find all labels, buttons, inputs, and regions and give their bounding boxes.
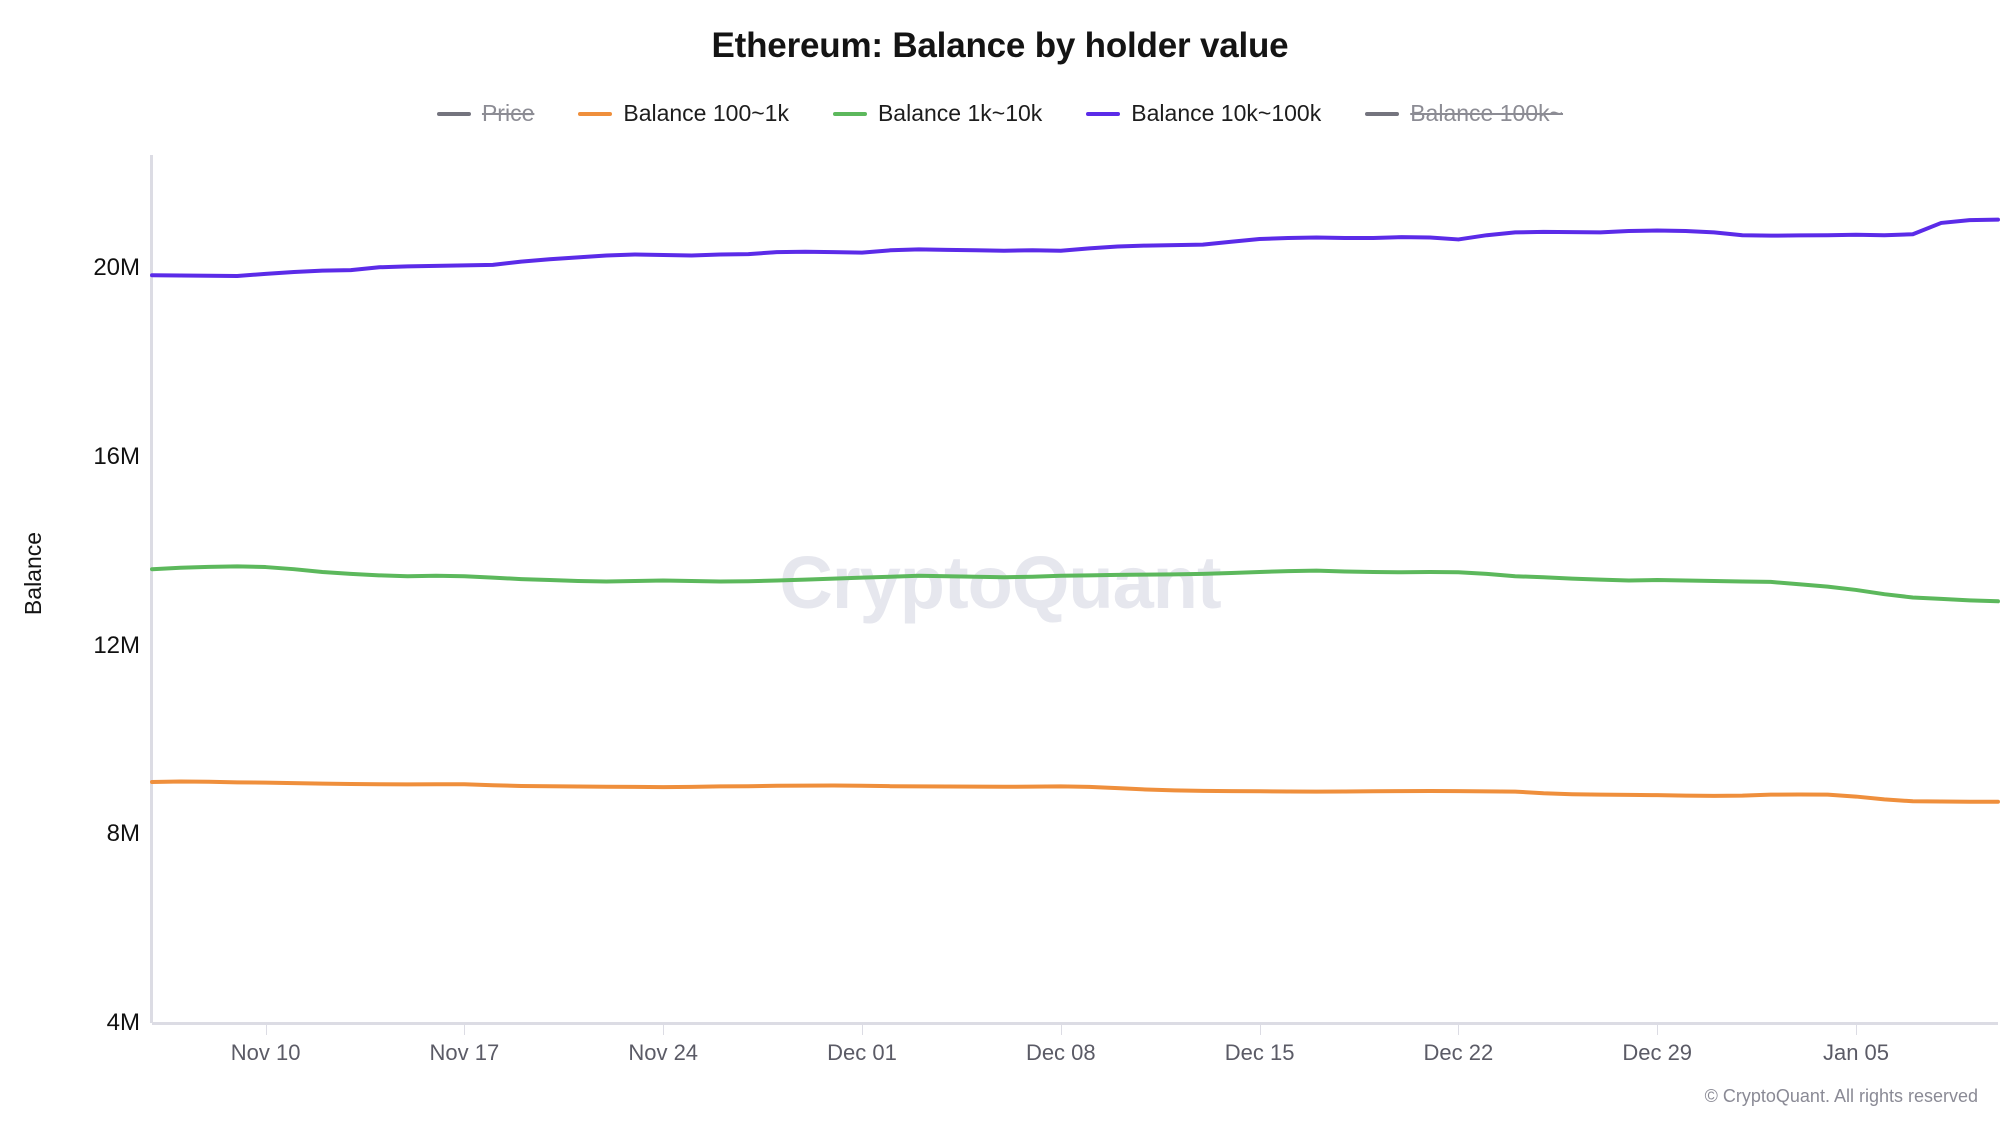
chart-legend: Price Balance 100~1k Balance 1k~10k Balance… <box>0 100 2000 127</box>
legend-swatch-icon <box>832 111 867 116</box>
legend-swatch-icon <box>578 111 613 116</box>
legend-item-1[interactable]: Balance 100~1k <box>578 100 789 127</box>
page-title: Ethereum: Balance by holder value <box>711 26 1289 65</box>
x-axis-tick-mark <box>265 1023 267 1035</box>
x-axis-tick-label: Dec 01 <box>827 1040 897 1065</box>
legend-item-label: Balance 10k~100k <box>1131 100 1322 126</box>
legend-item-label: Balance 1k~10k <box>877 100 1043 126</box>
y-axis-spine <box>150 155 153 1023</box>
y-axis-tick-label: 4M <box>106 1009 140 1036</box>
legend-item-4[interactable]: Balance 100k~ <box>1365 100 1563 127</box>
x-axis-tick-mark <box>1856 1023 1857 1035</box>
x-axis-tick-label: Dec 15 <box>1224 1040 1295 1065</box>
x-axis-tick-mark <box>464 1023 466 1035</box>
y-axis-tick-label: 16M <box>93 442 140 470</box>
series-lines <box>150 217 2000 804</box>
x-axis-tick-label: Nov 17 <box>429 1040 500 1065</box>
y-axis-tick-label: 12M <box>93 631 140 659</box>
x-axis-tick-mark <box>1060 1023 1062 1035</box>
x-axis-tick-mark <box>663 1023 665 1035</box>
x-axis-tick-label: Nov 24 <box>628 1040 699 1065</box>
plot-area <box>150 155 2000 1023</box>
series-line <box>150 779 2000 804</box>
legend-item-0[interactable]: Price <box>436 100 535 127</box>
x-axis-tick-label: Nov 10 <box>230 1040 301 1065</box>
x-axis-tick-label: Dec 22 <box>1423 1040 1494 1065</box>
legend-swatch-icon <box>1086 111 1121 116</box>
x-axis-tick-mark <box>1458 1023 1460 1035</box>
legend-swatch-icon <box>436 111 471 116</box>
legend-item-label: Balance 100~1k <box>623 100 789 126</box>
legend-item-3[interactable]: Balance 10k~100k <box>1086 100 1321 127</box>
series-line <box>150 217 2000 278</box>
watermark: CryptoQuant <box>779 541 1221 624</box>
legend-item-2[interactable]: Balance 1k~10k <box>832 100 1043 127</box>
x-axis-spine <box>152 1022 1998 1025</box>
y-axis-tick-label: 8M <box>106 820 140 848</box>
legend-item-label: Price <box>481 100 535 126</box>
copyright-notice: © CryptoQuant. All rights reserved <box>1704 1086 1978 1106</box>
x-axis-tick-mark <box>1657 1023 1659 1035</box>
x-axis-tick-label: Jan 05 <box>1822 1040 1890 1065</box>
x-axis-tick-mark <box>862 1023 863 1035</box>
series-line <box>150 564 2000 604</box>
x-axis-tick-label: Dec 29 <box>1622 1040 1693 1065</box>
y-axis-tick-label: 20M <box>93 254 140 282</box>
legend-item-label: Balance 100k~ <box>1410 100 1564 126</box>
x-axis-tick-label: Dec 08 <box>1025 1040 1096 1065</box>
legend-swatch-icon <box>1365 111 1400 116</box>
y-axis-labels: 4M 8M 12M 16M 20M <box>10 0 140 1125</box>
x-axis-tick-mark <box>1259 1023 1261 1035</box>
